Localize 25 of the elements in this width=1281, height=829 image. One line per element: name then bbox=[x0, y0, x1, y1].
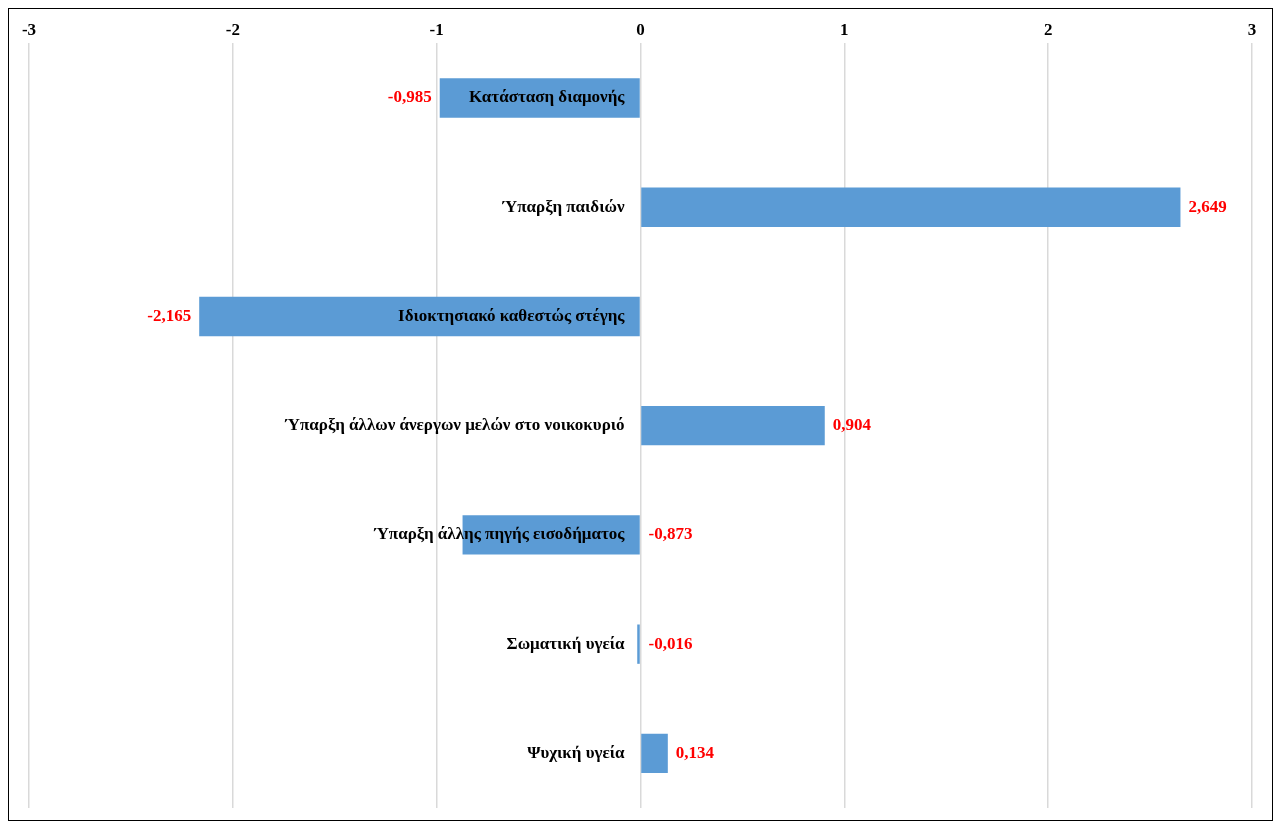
data-label: 2,649 bbox=[1188, 196, 1227, 216]
data-label: -0,016 bbox=[648, 633, 693, 653]
x-tick-label: 0 bbox=[636, 19, 645, 39]
data-label: 0,134 bbox=[675, 742, 715, 762]
data-label: -2,165 bbox=[147, 305, 192, 325]
y-tick-label: Ιδιοκτησιακό καθεστώς στέγης bbox=[398, 305, 626, 325]
x-tick-label: 2 bbox=[1043, 19, 1053, 39]
y-tick-label: Ύπαρξη άλλων άνεργων μελών στο νοικοκυριό bbox=[284, 415, 625, 435]
bar bbox=[641, 406, 825, 446]
x-tick-label: 3 bbox=[1247, 19, 1257, 39]
bar bbox=[637, 624, 640, 664]
x-tick-label: -2 bbox=[225, 19, 240, 39]
x-tick-label: 1 bbox=[840, 19, 849, 39]
x-tick-label: -1 bbox=[429, 19, 444, 39]
y-tick-label: Ύπαρξη παιδιών bbox=[501, 196, 625, 216]
bar bbox=[199, 296, 640, 337]
y-tick-label: Κατάσταση διαμονής bbox=[468, 87, 626, 107]
bar bbox=[641, 187, 1181, 227]
x-tick-label: -3 bbox=[21, 19, 37, 39]
data-label: 0,904 bbox=[832, 415, 872, 435]
bar bbox=[641, 733, 668, 774]
data-label: -0,985 bbox=[387, 87, 432, 107]
y-tick-label: Σωματική υγεία bbox=[506, 633, 625, 653]
data-label: -0,873 bbox=[648, 524, 693, 544]
y-tick-label: Ψυχική υγεία bbox=[527, 742, 626, 762]
